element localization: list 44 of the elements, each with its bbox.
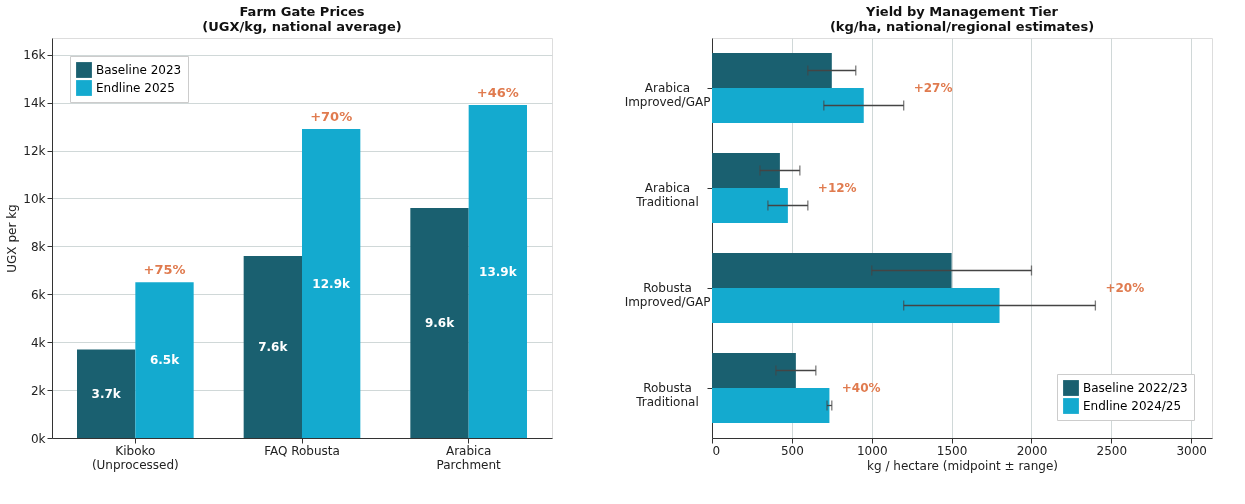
- y-tick-label: 4k: [30, 335, 46, 350]
- annotation: +27%: [913, 81, 953, 95]
- legend-label: Endline 2024/25: [1083, 399, 1182, 413]
- legend-label: Baseline 2022/23: [1083, 381, 1188, 395]
- annotation: +12%: [817, 181, 857, 195]
- y-tick-label: 12k: [23, 144, 46, 159]
- x-tick-label: 3000: [1176, 443, 1208, 458]
- x-tick-label: 2000: [1016, 443, 1048, 458]
- legend-label: Baseline 2023: [96, 63, 182, 77]
- y-tick-label: 0k: [30, 431, 46, 446]
- y-tick-label: Robusta Improved/GAP: [624, 281, 711, 309]
- y-tick-label: Arabica Improved/GAP: [624, 81, 711, 109]
- chart-title: Yield by Management Tier (kg/ha, national/regional estimates): [829, 4, 1095, 34]
- x-tick-label: FAQ Robusta: [264, 443, 340, 458]
- y-tick-label: 16k: [23, 48, 46, 63]
- chart-title: Farm Gate Prices (UGX/kg, national average): [202, 4, 402, 34]
- y-tick-label: Arabica Traditional: [635, 181, 699, 209]
- annotation: +70%: [310, 109, 353, 125]
- annotation: +46%: [476, 85, 519, 101]
- data-label: 6.5k: [149, 353, 181, 368]
- x-tick-label: 1000: [856, 443, 888, 458]
- annotation: +20%: [1105, 281, 1145, 295]
- y-tick-label: 14k: [23, 96, 46, 111]
- y-tick-label: 2k: [30, 383, 46, 398]
- legend-label: Endline 2025: [96, 81, 175, 95]
- data-label: 9.6k: [424, 316, 456, 331]
- x-tick-label: 0: [712, 443, 721, 458]
- data-label: 7.6k: [258, 339, 289, 354]
- data-label: 13.9k: [479, 264, 518, 279]
- y-tick-label: Robusta Traditional: [635, 381, 699, 409]
- annotation: +75%: [143, 262, 186, 278]
- y-tick-label: 8k: [30, 239, 46, 254]
- x-tick-label: Arabica Parchment: [436, 443, 502, 472]
- y-tick-label: 10k: [23, 191, 46, 206]
- x-axis-title: kg / hectare (midpoint ± range): [867, 458, 1058, 473]
- x-tick-label: 1500: [936, 443, 968, 458]
- x-tick-label: 500: [780, 443, 804, 458]
- data-label: 12.9k: [312, 276, 351, 291]
- data-label: 3.7k: [91, 386, 122, 401]
- y-axis-title: UGX per kg: [5, 204, 20, 273]
- x-tick-label: 2500: [1096, 443, 1128, 458]
- annotation: +40%: [841, 381, 881, 395]
- x-tick-label: Kiboko (Unprocessed): [91, 443, 179, 472]
- y-tick-label: 6k: [30, 287, 46, 302]
